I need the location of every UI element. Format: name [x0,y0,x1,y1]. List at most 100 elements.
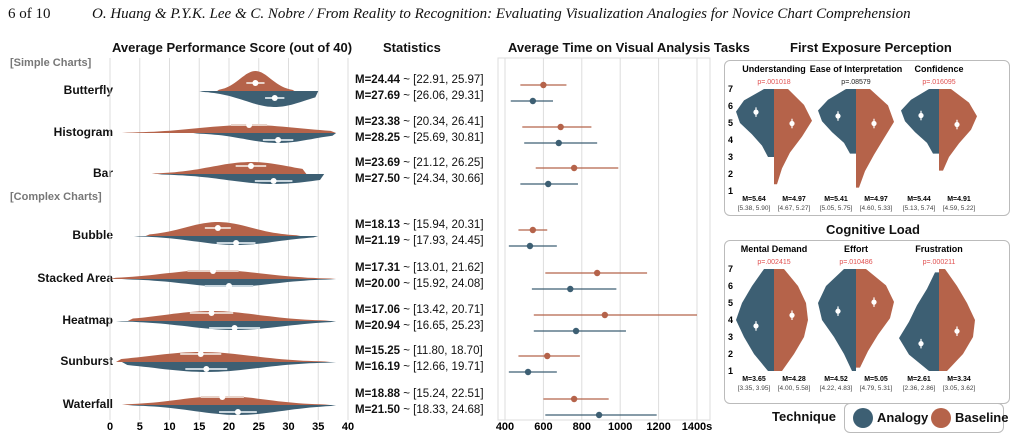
time-frame [497,57,711,421]
baseline-time-mean [593,269,601,277]
analogy-violin [133,236,319,245]
group-complex: [Complex Charts] [10,191,102,203]
baseline-stat: M=23.69 ~ [21.12, 26.25] [355,157,484,169]
analogy-violin [115,321,337,330]
baseline-time-mean [557,123,564,131]
time-tick-label: 800 [573,421,591,433]
perception-title: First Exposure Perception [790,40,952,55]
baseline-violin [151,162,307,174]
legend-analogy-label: Analogy [877,410,929,425]
baseline-mean-point [208,310,215,316]
perf-tick-label: 10 [163,421,175,433]
analogy-time-mean [526,242,534,250]
baseline-violin [121,125,337,133]
analogy-violin [127,405,337,415]
baseline-time-mean [544,352,551,360]
category-label: Bar [92,166,113,180]
analogy-violin [157,174,325,184]
time-tick-label: 600 [534,421,552,433]
analogy-stat: M=16.19 ~ [12.66, 19.71] [355,361,484,373]
analogy-stat: M=27.50 ~ [24.34, 30.66] [355,173,484,185]
analogy-mean-point [275,137,282,143]
analogy-stat: M=27.69 ~ [26.06, 29.31] [355,90,484,102]
analogy-violin [121,362,337,372]
perf-tick-label: 0 [107,421,113,433]
legend-baseline-label: Baseline [955,410,1009,425]
time-tick-label: 1000 [608,421,632,433]
page-number: 6 of 10 [8,6,51,22]
category-label: Sunburst [60,354,113,368]
analogy-stat: M=28.25 ~ [25.69, 30.81] [355,132,484,144]
analogy-mean-point [226,283,232,289]
perception-panel [724,60,1010,216]
perf-tick-label: 35 [312,421,324,433]
baseline-mean-point [214,225,221,231]
legend-baseline-swatch [931,408,951,428]
analogy-time-mean [567,285,574,293]
analogy-time-mean [529,97,537,105]
category-label: Butterfly [63,83,113,97]
cognitive-panel [724,240,1010,404]
baseline-time-mean [570,164,578,172]
baseline-time-mean [540,81,547,89]
perf-tick-label: 30 [282,421,294,433]
category-label: Heatmap [62,313,113,327]
time-tick-label: 1200 [646,421,670,433]
analogy-stat: M=20.94 ~ [16.65, 25.23] [355,320,484,332]
baseline-stat: M=23.38 ~ [20.34, 26.41] [355,116,484,128]
legend-title: Technique [772,409,837,424]
baseline-mean-point [209,268,216,274]
baseline-mean-point [219,394,226,400]
legend: Technique Analogy Baseline [772,403,1008,433]
legend-analogy-swatch [853,408,873,428]
time-tick-label: 400 [496,421,514,433]
time-title: Average Time on Visual Analysis Tasks [508,40,750,55]
baseline-violin [121,396,331,405]
baseline-stat: M=17.31 ~ [13.01, 21.62] [355,262,484,274]
category-label: Stacked Area [37,271,113,285]
baseline-violin [110,270,337,279]
baseline-time-mean [529,226,537,234]
analogy-mean-point [231,325,238,331]
group-simple: [Simple Charts] [10,57,92,69]
baseline-violin [127,311,331,321]
time-tick-label: 1400s [682,421,713,433]
baseline-stat: M=18.13 ~ [15.94, 20.31] [355,219,484,231]
analogy-mean-point [203,366,210,372]
analogy-time-mean [572,327,580,335]
statistics-title: Statistics [383,40,441,55]
baseline-stat: M=24.44 ~ [22.91, 25.97] [355,74,484,86]
perf-tick-label: 40 [342,421,354,433]
cognitive-title: Cognitive Load [826,222,920,237]
running-title: O. Huang & P.Y.K. Lee & C. Nobre / From … [92,6,911,22]
analogy-time-mean [595,411,603,419]
analogy-stat: M=21.50 ~ [18.33, 24.68] [355,404,484,416]
analogy-violin [199,91,319,107]
baseline-mean-point [246,122,253,128]
category-label: Waterfall [62,397,113,411]
analogy-mean-point [270,178,277,184]
analogy-mean-point [234,409,241,415]
baseline-mean-point [252,80,259,86]
analogy-time-mean [555,139,562,147]
legend-box: Analogy Baseline [844,403,1008,433]
analogy-mean-point [233,240,240,246]
analogy-stat: M=21.19 ~ [17.93, 24.45] [355,235,484,247]
perf-tick-label: 15 [193,421,205,433]
baseline-mean-point [247,163,254,169]
baseline-stat: M=18.88 ~ [15.24, 22.51] [355,388,484,400]
baseline-time-mean [601,311,609,319]
perf-tick-label: 25 [253,421,265,433]
baseline-time-mean [570,395,578,403]
category-label: Histogram [53,125,113,139]
analogy-stat: M=20.00 ~ [15.92, 24.08] [355,278,484,290]
baseline-violin [115,352,331,362]
category-label: Bubble [72,228,113,242]
performance-title: Average Performance Score (out of 40) [112,40,353,55]
analogy-time-mean [524,368,532,376]
baseline-stat: M=15.25 ~ [11.80, 18.70] [355,345,483,357]
perf-tick-label: 5 [137,421,143,433]
analogy-violin [193,133,337,143]
analogy-time-mean [545,180,552,188]
